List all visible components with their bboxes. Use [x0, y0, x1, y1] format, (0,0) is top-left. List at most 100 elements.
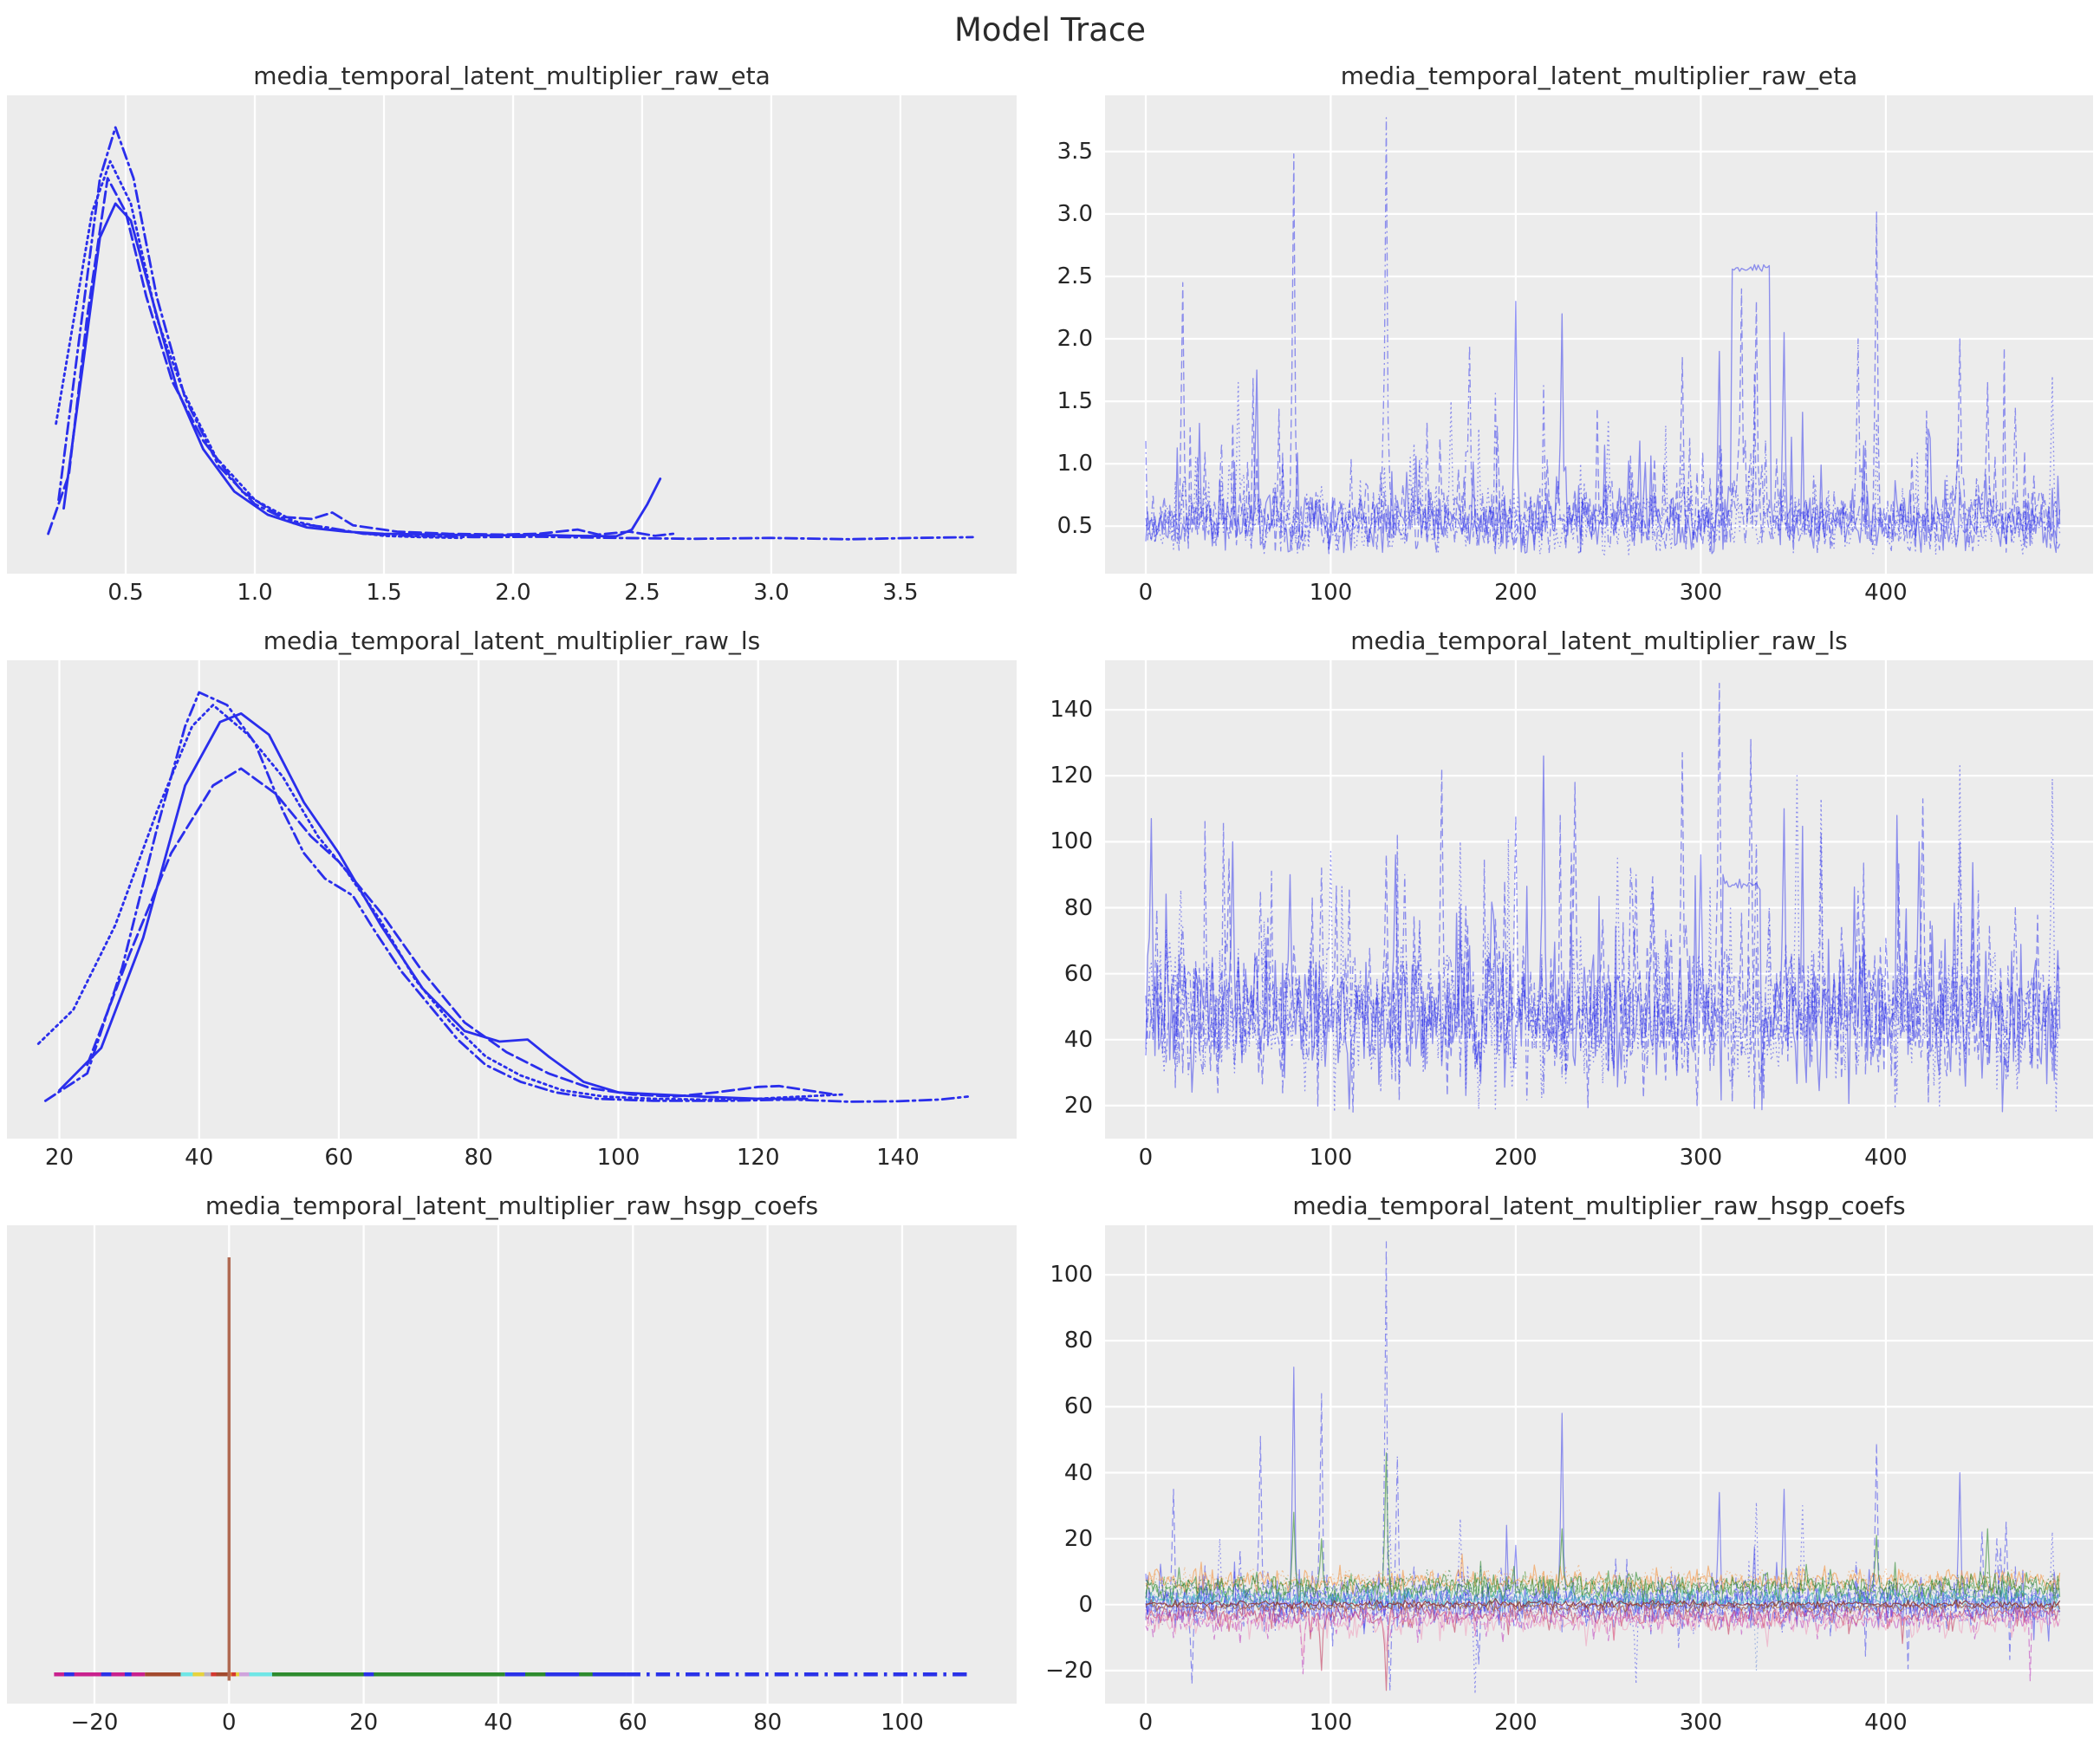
- trace-line-dashed: [1145, 682, 2061, 1113]
- x-tick-label: 0: [1138, 580, 1154, 606]
- x-tick-label: 40: [484, 1710, 513, 1736]
- eta-kde-canvas: [7, 95, 1017, 574]
- x-tick-label: 80: [753, 1710, 783, 1736]
- x-tick-label: 400: [1864, 1145, 1908, 1171]
- y-tick-label: 40: [1063, 1459, 1093, 1486]
- subplot-grid: media_temporal_latent_multiplier_raw_eta…: [3, 57, 2097, 1743]
- trace-line-solid: [1145, 1599, 2061, 1614]
- x-tick-label: 400: [1864, 1710, 1908, 1736]
- kde-curve-dashed: [86, 767, 836, 1098]
- subplot-title: media_temporal_latent_multiplier_raw_eta: [253, 62, 770, 90]
- x-tick-label: 300: [1679, 580, 1723, 606]
- x-tick-label: 200: [1494, 1145, 1538, 1171]
- y-tick-label: 1.5: [1057, 388, 1093, 415]
- x-axis-ticks: 0 100 200 300 400: [1105, 1139, 2093, 1178]
- y-tick-label: 20: [1063, 1525, 1093, 1552]
- trace-line-dotted: [1145, 1563, 2061, 1591]
- y-tick-label: 1.0: [1057, 451, 1093, 477]
- y-tick-label: 140: [1050, 697, 1093, 724]
- x-tick-label: 0.5: [107, 580, 144, 606]
- trace-line-dashdot: [1145, 117, 2061, 555]
- x-tick-label: 200: [1494, 1710, 1538, 1736]
- x-tick-label: 140: [876, 1145, 920, 1171]
- y-axis-ticks: −20 0 20 40 60 80 100: [1039, 1225, 1105, 1704]
- y-tick-label: −20: [1045, 1657, 1093, 1684]
- trace-line-dotted: [1145, 1581, 2061, 1672]
- x-tick-label: 120: [736, 1145, 780, 1171]
- kde-curve-solid: [62, 202, 662, 538]
- x-tick-label: −20: [70, 1710, 119, 1736]
- subplot-hsgp-coefs-kde: media_temporal_latent_multiplier_raw_hsg…: [7, 1187, 1017, 1743]
- subplot-eta-kde: media_temporal_latent_multiplier_raw_eta…: [7, 57, 1017, 614]
- y-axis-ticks: 20 40 60 80 100 120 140: [1039, 660, 1105, 1139]
- eta-trace-canvas: [1105, 95, 2093, 574]
- x-tick-label: 3.0: [753, 580, 790, 606]
- x-tick-label: 200: [1494, 580, 1538, 606]
- trace-line-solid: [1145, 1598, 2061, 1610]
- x-tick-label: 1.0: [237, 580, 273, 606]
- y-tick-label: 2.5: [1057, 263, 1093, 289]
- x-tick-label: 1.5: [366, 580, 402, 606]
- trace-line-dashed: [1145, 1591, 2061, 1613]
- x-tick-label: 0: [1138, 1710, 1154, 1736]
- kde-curve-dotted: [55, 159, 463, 540]
- x-tick-label: 0: [222, 1710, 237, 1736]
- x-tick-label: 2.0: [495, 580, 531, 606]
- x-tick-label: 20: [44, 1145, 74, 1171]
- y-tick-label: 80: [1063, 1328, 1093, 1354]
- x-tick-label: 60: [324, 1145, 354, 1171]
- x-tick-label: 100: [1309, 580, 1353, 606]
- hsgp-coefs-kde-canvas: [7, 1225, 1017, 1704]
- y-tick-label: 20: [1063, 1092, 1093, 1119]
- kde-curve-dotted: [36, 704, 843, 1101]
- y-tick-label: 3.5: [1057, 138, 1093, 165]
- x-tick-label: 0: [1138, 1145, 1154, 1171]
- subplot-hsgp-coefs-trace: media_temporal_latent_multiplier_raw_hsg…: [1039, 1187, 2093, 1743]
- kde-curve-dashdot: [57, 126, 974, 541]
- trace-line-dashed: [1145, 1604, 2061, 1682]
- x-tick-label: 60: [618, 1710, 647, 1736]
- x-axis-ticks: −20 0 20 40 60 80 100: [7, 1704, 1017, 1743]
- x-axis-ticks: 0 100 200 300 400: [1105, 1704, 2093, 1743]
- x-axis-ticks: 20 40 60 80 100 120 140: [7, 1139, 1017, 1178]
- trace-line-dashed: [1145, 153, 2061, 555]
- trace-line-dashdot: [1145, 815, 2060, 1107]
- x-tick-label: 3.5: [882, 580, 919, 606]
- x-axis-ticks: 0 100 200 300 400: [1105, 574, 2093, 614]
- kde-curve-dashed: [47, 177, 675, 537]
- x-tick-label: 80: [464, 1145, 493, 1171]
- y-tick-label: 3.0: [1057, 200, 1093, 227]
- ls-trace-canvas: [1105, 660, 2093, 1139]
- y-tick-label: 80: [1063, 894, 1093, 921]
- x-axis-ticks: 0.5 1.0 1.5 2.0 2.5 3.0 3.5: [7, 574, 1017, 614]
- x-tick-label: 100: [1309, 1710, 1353, 1736]
- trace-line-solid: [1145, 263, 2061, 555]
- y-tick-label: 40: [1063, 1026, 1093, 1053]
- y-tick-label: 2.0: [1057, 326, 1093, 353]
- trace-line-solid: [1145, 1604, 2061, 1659]
- x-tick-label: 100: [881, 1710, 924, 1736]
- x-tick-label: 400: [1864, 580, 1908, 606]
- figure-title: Model Trace: [953, 11, 1146, 49]
- x-tick-label: 300: [1679, 1145, 1723, 1171]
- hsgp-coefs-trace-canvas: [1105, 1225, 2093, 1704]
- y-tick-label: 100: [1050, 828, 1093, 855]
- trace-line-dashed: [1145, 1393, 2061, 1685]
- y-tick-label: 100: [1050, 1262, 1093, 1289]
- subplot-ls-trace: media_temporal_latent_multiplier_raw_ls …: [1039, 622, 2093, 1178]
- x-tick-label: 20: [349, 1710, 379, 1736]
- y-tick-label: 0.5: [1057, 513, 1093, 540]
- subplot-ls-kde: media_temporal_latent_multiplier_raw_ls …: [7, 622, 1017, 1178]
- x-tick-label: 40: [185, 1145, 214, 1171]
- y-tick-label: 0: [1078, 1591, 1093, 1618]
- subplot-title: media_temporal_latent_multiplier_raw_ls: [1350, 627, 1848, 655]
- subplot-eta-trace: media_temporal_latent_multiplier_raw_eta…: [1039, 57, 2093, 614]
- subplot-title: media_temporal_latent_multiplier_raw_ls: [263, 627, 761, 655]
- y-tick-label: 60: [1063, 960, 1093, 987]
- y-tick-label: 120: [1050, 763, 1093, 789]
- trace-line-dotted: [1145, 1568, 2060, 1600]
- y-tick-label: 60: [1063, 1393, 1093, 1420]
- subplot-title: media_temporal_latent_multiplier_raw_eta: [1340, 62, 1858, 90]
- x-tick-label: 100: [596, 1145, 640, 1171]
